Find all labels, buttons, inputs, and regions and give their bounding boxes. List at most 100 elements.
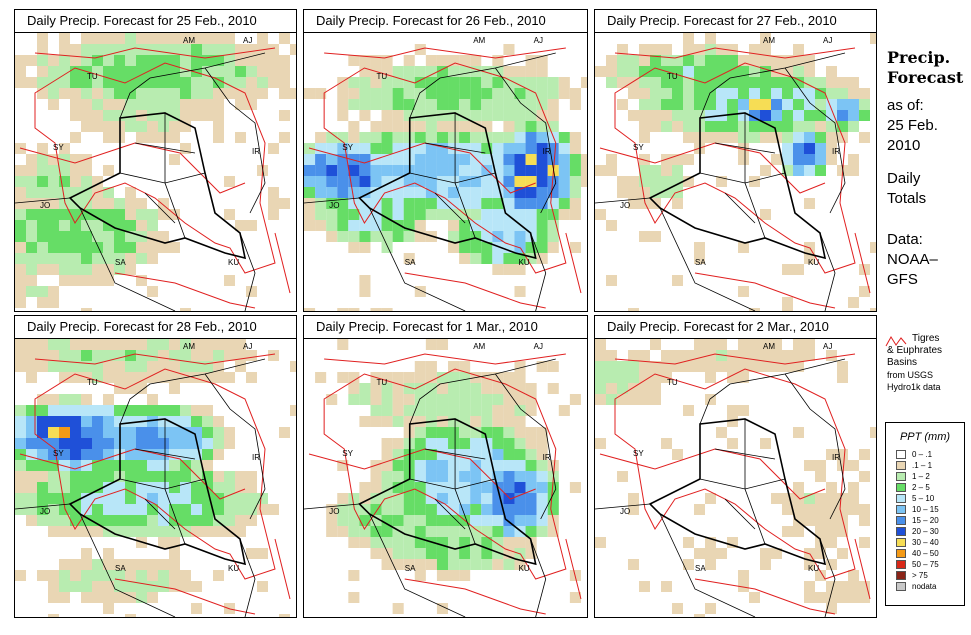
precip-cell [202, 427, 213, 438]
precip-cell [59, 361, 70, 372]
precip-cell [760, 77, 771, 88]
precip-cell [125, 264, 136, 275]
precip-cell [793, 132, 804, 143]
precip-cell [359, 515, 371, 526]
precip-cell [815, 110, 826, 121]
precip-cell [459, 110, 471, 121]
precip-cell [169, 383, 180, 394]
precip-cell [414, 449, 426, 460]
precip-cell [804, 581, 815, 592]
precip-cell [224, 372, 235, 383]
precip-cell [804, 154, 815, 165]
precip-cell [470, 187, 482, 198]
precip-cell [136, 77, 147, 88]
country-label: IR [832, 147, 840, 156]
precip-cell [793, 427, 804, 438]
precip-cell [870, 308, 876, 311]
precip-cell [547, 493, 559, 504]
precip-cell [180, 339, 191, 350]
legend-swatch [896, 538, 906, 547]
precip-cell [470, 165, 482, 176]
precip-cell [15, 275, 26, 286]
precip-cell [169, 372, 180, 383]
precip-cell [70, 220, 81, 231]
precip-cell [436, 416, 449, 427]
legend-swatch [896, 516, 906, 525]
precip-cell [26, 471, 37, 482]
precip-cell [246, 88, 257, 99]
precip-cell [771, 55, 782, 66]
precip-cell [569, 132, 581, 143]
precip-cell [414, 209, 426, 220]
country-label: AM [473, 36, 485, 45]
precip-cell [425, 154, 437, 165]
precip-cell [392, 165, 404, 176]
precip-cell [103, 416, 114, 427]
precip-cell [348, 372, 360, 383]
precip-cell [481, 99, 493, 110]
precip-cell [224, 427, 235, 438]
precip-cell [848, 77, 859, 88]
precip-cell [125, 471, 136, 482]
precip-cell [569, 176, 581, 187]
precip-cell [326, 209, 338, 220]
precip-cell [70, 526, 81, 537]
basin-legend-line: Tigres [912, 333, 940, 344]
precip-cell [15, 66, 26, 77]
precip-cell [59, 209, 70, 220]
precip-cell [158, 482, 169, 493]
precip-cell [470, 77, 482, 88]
precip-cell [70, 394, 81, 405]
precip-cell [536, 55, 548, 66]
precip-cell [503, 515, 515, 526]
ppt-legend-item: 20 – 30 [896, 526, 964, 537]
precip-cell [425, 361, 437, 372]
precip-cell [348, 592, 360, 603]
precip-cell [782, 121, 793, 132]
precip-cell [558, 405, 570, 416]
precip-cell [514, 460, 526, 471]
precip-cell [448, 187, 460, 198]
precip-cell [392, 460, 404, 471]
precip-cell [315, 176, 327, 187]
precip-cell [436, 77, 449, 88]
precip-cell [525, 504, 537, 515]
precip-cell [359, 242, 371, 253]
precip-cell [191, 460, 202, 471]
precip-cell [481, 121, 493, 132]
precip-cell [48, 515, 59, 526]
country-label: IR [543, 453, 551, 462]
precip-cell [147, 504, 158, 515]
precip-cell [525, 482, 537, 493]
precip-cell [92, 66, 103, 77]
precip-cell [547, 99, 559, 110]
precip-cell [448, 405, 460, 416]
precip-cell [694, 548, 705, 559]
precip-cell [48, 253, 59, 264]
precip-cell [103, 592, 114, 603]
precip-cell [103, 361, 114, 372]
precip-cell [782, 143, 793, 154]
precip-cell [370, 121, 382, 132]
country-label: SA [405, 258, 416, 267]
precip-cell [536, 253, 548, 264]
precip-cell [536, 99, 548, 110]
precip-cell [136, 88, 147, 99]
precip-cell [92, 581, 103, 592]
precip-cell [158, 570, 169, 581]
precip-cell [804, 339, 815, 350]
precip-cell [81, 187, 92, 198]
precip-cell [459, 77, 471, 88]
data-source-line: GFS [887, 271, 918, 288]
precip-cell [370, 526, 382, 537]
precip-cell [425, 493, 437, 504]
precip-cell [606, 383, 617, 394]
precip-cell [672, 198, 683, 209]
precip-cell [470, 493, 482, 504]
precip-cell [470, 55, 482, 66]
precip-cell [147, 44, 158, 55]
precip-cell [15, 427, 26, 438]
precip-cell [103, 460, 114, 471]
precip-cell [381, 548, 393, 559]
